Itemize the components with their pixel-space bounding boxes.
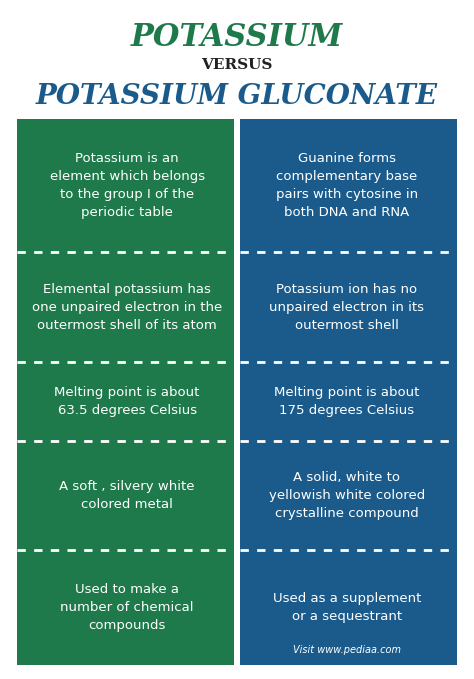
Bar — [240, 441, 456, 550]
Text: Potassium is an
element which belongs
to the group I of the
periodic table: Potassium is an element which belongs to… — [50, 152, 205, 219]
Text: Potassium ion has no
unpaired electron in its
outermost shell: Potassium ion has no unpaired electron i… — [269, 282, 424, 331]
Text: Guanine forms
complementary base
pairs with cytosine in
both DNA and RNA: Guanine forms complementary base pairs w… — [276, 152, 418, 219]
Bar — [234, 119, 240, 665]
Text: A solid, white to
yellowish white colored
crystalline compound: A solid, white to yellowish white colore… — [269, 471, 425, 520]
Bar — [18, 253, 234, 362]
Bar — [240, 253, 456, 362]
Text: A soft , silvery white
colored metal: A soft , silvery white colored metal — [59, 480, 195, 511]
Text: Melting point is about
63.5 degrees Celsius: Melting point is about 63.5 degrees Cels… — [55, 386, 200, 417]
Text: Visit www.pediaa.com: Visit www.pediaa.com — [293, 646, 401, 655]
Text: VERSUS: VERSUS — [201, 58, 273, 71]
Text: Used as a supplement
or a sequestrant: Used as a supplement or a sequestrant — [273, 592, 421, 623]
Bar — [18, 550, 234, 665]
Text: Melting point is about
175 degrees Celsius: Melting point is about 175 degrees Celsi… — [274, 386, 419, 417]
Text: POTASSIUM GLUCONATE: POTASSIUM GLUCONATE — [36, 83, 438, 110]
Bar — [18, 362, 234, 441]
Text: Elemental potassium has
one unpaired electron in the
outermost shell of its atom: Elemental potassium has one unpaired ele… — [32, 282, 222, 331]
Text: POTASSIUM: POTASSIUM — [131, 22, 343, 53]
Bar — [240, 119, 456, 253]
Bar — [18, 119, 234, 253]
Bar — [18, 441, 234, 550]
Bar — [240, 362, 456, 441]
Bar — [240, 550, 456, 665]
Text: Used to make a
number of chemical
compounds: Used to make a number of chemical compou… — [60, 583, 194, 632]
